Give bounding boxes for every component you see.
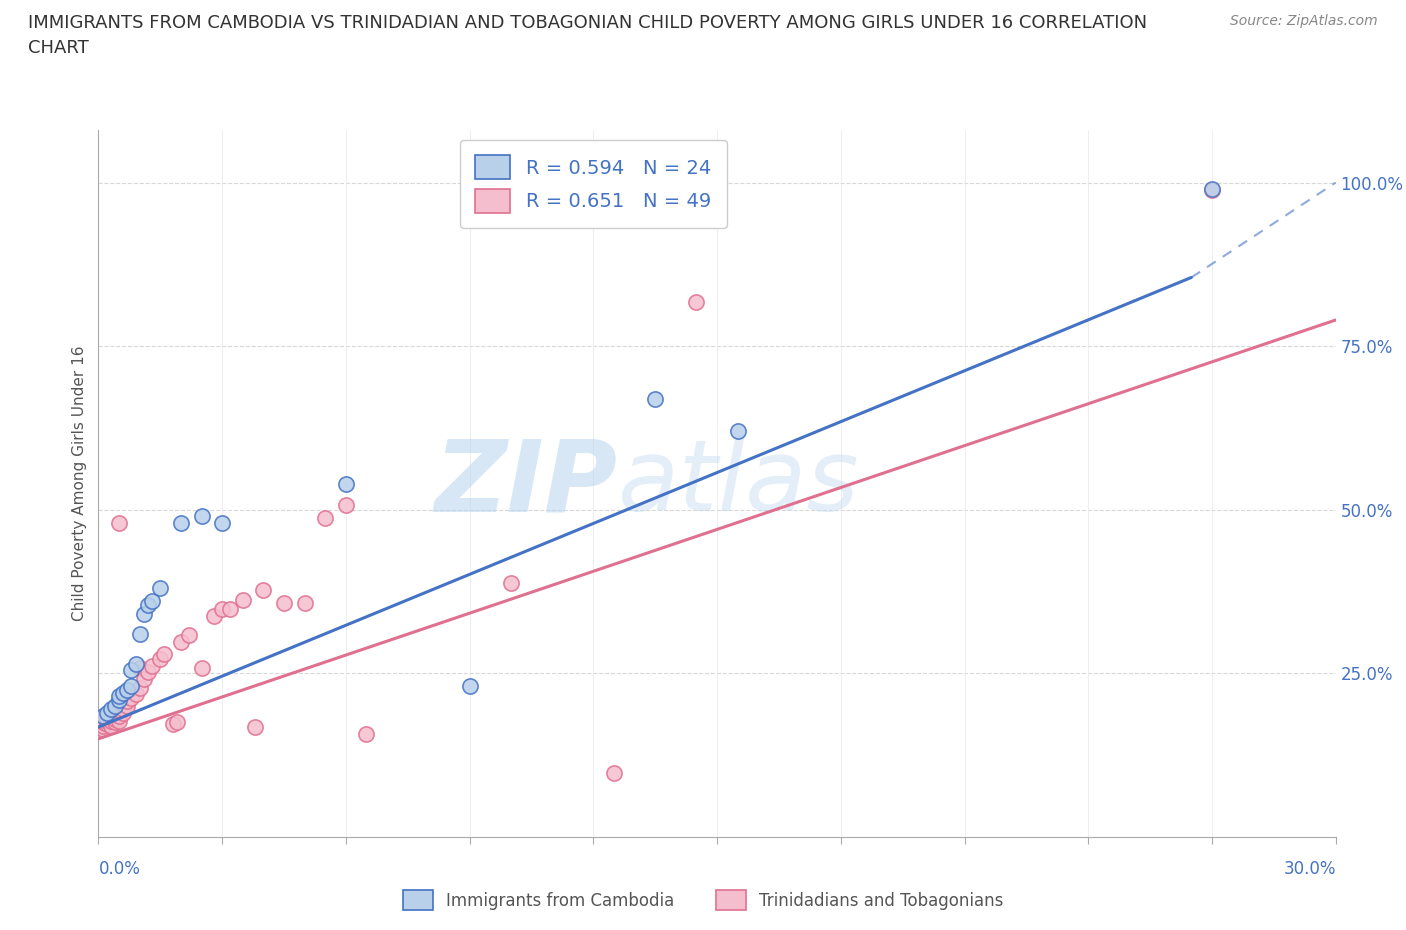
Point: [141, 594, 163, 609]
Point: [96, 717, 118, 732]
Point: [356, 726, 378, 741]
Point: [243, 720, 266, 735]
Point: [166, 714, 188, 729]
Point: [108, 713, 131, 728]
Point: [603, 765, 626, 780]
Point: [252, 582, 274, 597]
Point: [128, 627, 150, 642]
Point: [91, 709, 114, 724]
Point: [170, 634, 193, 649]
Point: [149, 652, 172, 667]
Point: [96, 713, 118, 728]
Point: [132, 671, 155, 686]
Point: [136, 665, 159, 680]
Point: [219, 602, 242, 617]
Text: Source: ZipAtlas.com: Source: ZipAtlas.com: [1230, 14, 1378, 28]
Legend: Immigrants from Cambodia, Trinidadians and Tobagonians: Immigrants from Cambodia, Trinidadians a…: [396, 884, 1010, 917]
Point: [294, 595, 316, 610]
Point: [211, 515, 233, 530]
Y-axis label: Child Poverty Among Girls Under 16: Child Poverty Among Girls Under 16: [72, 346, 87, 621]
Point: [141, 658, 163, 673]
Point: [132, 607, 155, 622]
Point: [128, 660, 150, 675]
Point: [117, 694, 139, 709]
Point: [112, 701, 135, 716]
Text: CHART: CHART: [28, 39, 89, 57]
Point: [117, 683, 139, 698]
Point: [112, 685, 135, 700]
Point: [136, 597, 159, 612]
Point: [685, 294, 707, 309]
Point: [170, 515, 193, 530]
Point: [458, 679, 481, 694]
Point: [124, 687, 146, 702]
Point: [162, 717, 184, 732]
Point: [108, 515, 131, 530]
Point: [104, 707, 127, 722]
Point: [91, 722, 114, 737]
Point: [120, 691, 142, 706]
Point: [190, 509, 212, 524]
Text: 0.0%: 0.0%: [98, 860, 141, 878]
Text: 30.0%: 30.0%: [1284, 860, 1336, 878]
Point: [190, 660, 212, 675]
Point: [108, 709, 131, 724]
Point: [120, 663, 142, 678]
Text: atlas: atlas: [619, 435, 859, 532]
Point: [124, 657, 146, 671]
Point: [100, 718, 122, 733]
Point: [96, 705, 118, 720]
Point: [335, 476, 357, 491]
Point: [202, 608, 225, 623]
Point: [153, 646, 176, 661]
Point: [314, 511, 336, 525]
Point: [104, 715, 127, 730]
Point: [91, 715, 114, 730]
Point: [727, 424, 749, 439]
Point: [644, 392, 666, 406]
Point: [211, 602, 233, 617]
Point: [335, 498, 357, 512]
Point: [149, 581, 172, 596]
Point: [117, 698, 139, 713]
Point: [499, 576, 522, 591]
Point: [100, 702, 122, 717]
Text: ZIP: ZIP: [434, 435, 619, 532]
Point: [112, 705, 135, 720]
Text: IMMIGRANTS FROM CAMBODIA VS TRINIDADIAN AND TOBAGONIAN CHILD POVERTY AMONG GIRLS: IMMIGRANTS FROM CAMBODIA VS TRINIDADIAN …: [28, 14, 1147, 32]
Point: [100, 710, 122, 724]
Point: [104, 698, 127, 713]
Point: [128, 681, 150, 696]
Point: [1201, 181, 1223, 196]
Point: [91, 718, 114, 733]
Point: [104, 711, 127, 726]
Point: [273, 595, 295, 610]
Point: [1201, 183, 1223, 198]
Point: [96, 711, 118, 725]
Point: [108, 689, 131, 704]
Point: [179, 628, 201, 643]
Point: [100, 713, 122, 728]
Point: [108, 692, 131, 707]
Point: [120, 679, 142, 694]
Point: [232, 592, 254, 607]
Legend: R = 0.594   N = 24, R = 0.651   N = 49: R = 0.594 N = 24, R = 0.651 N = 49: [460, 140, 727, 228]
Point: [108, 704, 131, 719]
